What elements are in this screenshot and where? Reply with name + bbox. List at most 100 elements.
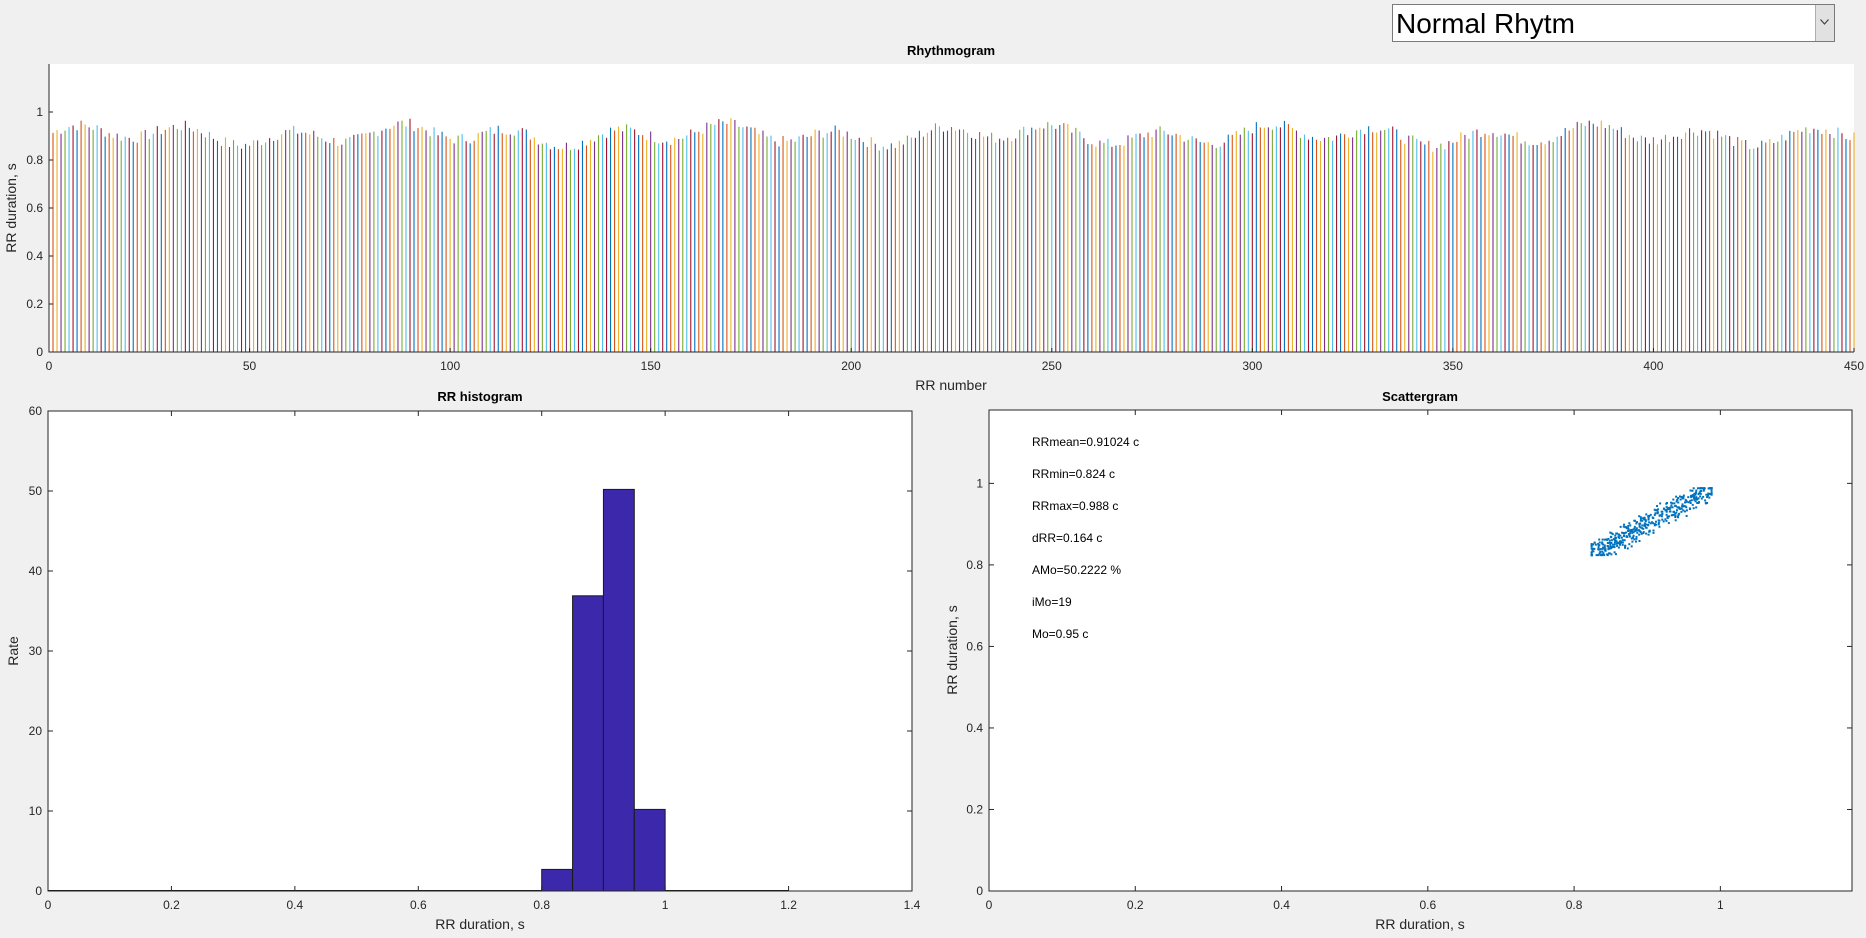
rhythmogram-ytick-label: 0.8 — [26, 153, 43, 167]
rhythmogram-xtick-label: 300 — [1242, 359, 1262, 373]
scattergram-point — [1689, 489, 1692, 492]
scattergram-point — [1639, 522, 1642, 525]
scattergram-point — [1658, 519, 1661, 522]
scattergram-point — [1689, 499, 1692, 502]
scattergram-point — [1606, 553, 1609, 556]
scattergram-point — [1708, 496, 1711, 499]
scattergram-point — [1645, 532, 1648, 535]
scattergram-point — [1652, 531, 1655, 534]
scattergram-point — [1674, 519, 1677, 522]
scattergram-point — [1620, 536, 1623, 539]
scattergram-point — [1621, 539, 1624, 542]
scattergram-point — [1654, 520, 1657, 523]
scattergram-point — [1638, 533, 1641, 536]
scattergram-point — [1639, 517, 1642, 520]
scattergram-ticks: 0 0.2 0.4 0.6 0.8 1 0 0.2 0.4 0.6 0.8 1 — [966, 410, 1852, 912]
scattergram-point — [1645, 513, 1648, 516]
scattergram-point — [1639, 516, 1642, 519]
scattergram-point — [1674, 504, 1677, 507]
scattergram-point — [1602, 547, 1605, 550]
scattergram-point — [1638, 540, 1641, 543]
scattergram-point — [1665, 510, 1668, 513]
scattergram-point — [1601, 538, 1604, 541]
scattergram-point — [1590, 553, 1593, 556]
scattergram-point — [1698, 492, 1701, 495]
scattergram-point — [1647, 518, 1650, 521]
histogram-bar — [572, 595, 604, 892]
histogram-xtick-label: 0 — [45, 898, 52, 912]
scattergram-point — [1687, 496, 1690, 499]
scattergram-point — [1611, 533, 1614, 536]
scattergram-point — [1665, 513, 1668, 516]
scattergram-ytick-label: 1 — [976, 476, 983, 490]
rhythmogram-xtick-label: 250 — [1042, 359, 1062, 373]
scattergram-point — [1660, 515, 1663, 518]
scattergram-point — [1675, 511, 1678, 514]
scattergram-point — [1621, 531, 1624, 534]
scattergram-point — [1682, 509, 1685, 512]
scattergram-point — [1630, 530, 1633, 533]
histogram-xtick-label: 0.8 — [533, 898, 550, 912]
scattergram-point — [1627, 528, 1630, 531]
scattergram-point — [1695, 506, 1698, 509]
scattergram-point — [1595, 554, 1598, 557]
scattergram-point — [1680, 510, 1683, 513]
scattergram-point — [1687, 501, 1690, 504]
scattergram-point — [1618, 542, 1621, 545]
scattergram-point — [1610, 546, 1613, 549]
scattergram-point — [1601, 547, 1604, 550]
scattergram-point — [1602, 552, 1605, 555]
scattergram-point — [1597, 542, 1600, 545]
scattergram-point — [1598, 544, 1601, 547]
scattergram-point — [1599, 548, 1602, 551]
scattergram-point — [1628, 522, 1631, 525]
scattergram-point — [1688, 507, 1691, 510]
scattergram-chart: 0 0.2 0.4 0.6 0.8 1 0 0.2 0.4 0.6 0.8 1 RRmean=0.91… — [944, 389, 1853, 932]
scattergram-point — [1636, 531, 1639, 534]
scattergram-point — [1613, 551, 1616, 554]
scattergram-ylabel: RR duration, s — [944, 605, 960, 694]
scattergram-point — [1637, 529, 1640, 532]
scattergram-stat-line: RRmax=0.988 c — [1032, 499, 1118, 513]
scattergram-point — [1700, 497, 1703, 500]
scattergram-point — [1692, 487, 1695, 490]
scattergram-point — [1598, 552, 1601, 555]
scattergram-point — [1623, 539, 1626, 542]
scattergram-point — [1638, 530, 1641, 533]
rhythmogram-ytick-label: 1 — [36, 105, 43, 119]
scattergram-point — [1644, 524, 1647, 527]
scattergram-point — [1706, 502, 1709, 505]
scattergram-point — [1615, 540, 1618, 543]
scattergram-point — [1640, 532, 1643, 535]
scattergram-point — [1602, 543, 1605, 546]
scattergram-point — [1699, 492, 1702, 495]
scattergram-point — [1677, 513, 1680, 516]
chevron-down-icon[interactable] — [1815, 5, 1834, 41]
scattergram-point — [1634, 540, 1637, 543]
scattergram-point — [1690, 499, 1693, 502]
scattergram-point — [1646, 523, 1649, 526]
scattergram-xlabel: RR duration, s — [1375, 916, 1464, 932]
scattergram-point — [1658, 514, 1661, 517]
scattergram-point — [1695, 496, 1698, 499]
scattergram-point — [1639, 519, 1642, 522]
scattergram-point — [1608, 547, 1611, 550]
scattergram-point — [1632, 531, 1635, 534]
scattergram-point — [1682, 494, 1685, 497]
scattergram-ytick-label: 0.8 — [966, 558, 983, 572]
scattergram-point — [1672, 513, 1675, 516]
rhythm-type-dropdown[interactable]: Normal Rhytm — [1392, 4, 1835, 42]
scattergram-point — [1706, 494, 1709, 497]
scattergram-point — [1705, 493, 1708, 496]
scattergram-point — [1590, 552, 1593, 555]
scattergram-point — [1696, 487, 1699, 490]
rhythmogram-xtick-label: 200 — [841, 359, 861, 373]
scattergram-point — [1609, 543, 1612, 546]
scattergram-point — [1590, 543, 1593, 546]
scattergram-point — [1618, 537, 1621, 540]
scattergram-point — [1612, 538, 1615, 541]
scattergram-point — [1591, 549, 1594, 552]
scattergram-point — [1666, 501, 1669, 504]
scattergram-point — [1692, 507, 1695, 510]
scattergram-point — [1597, 554, 1600, 557]
